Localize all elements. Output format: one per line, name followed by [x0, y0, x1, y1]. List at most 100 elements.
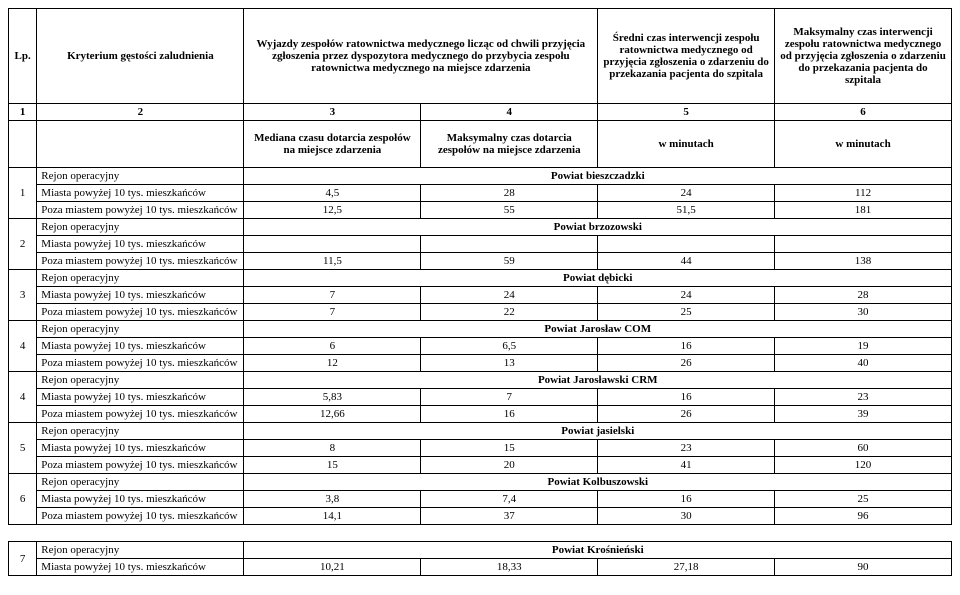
poza-val-2: 30: [598, 508, 775, 525]
miasta-val-2: 16: [598, 389, 775, 406]
region-name: Powiat Kolbuszowski: [244, 474, 952, 491]
num-1: 1: [9, 104, 37, 121]
header-row-sub: Mediana czasu dotarcia zespołów na miejs…: [9, 121, 952, 168]
lp-cell: 4: [9, 321, 37, 372]
poza-val-1: 13: [421, 355, 598, 372]
miasta-val-1: 28: [421, 185, 598, 202]
lp-cell: 6: [9, 474, 37, 525]
poza-row: Poza miastem powyżej 10 tys. mieszkańców…: [9, 508, 952, 525]
hdr-wyjazdy: Wyjazdy zespołów ratownictwa medycznego …: [244, 9, 598, 104]
lp-cell: 4: [9, 372, 37, 423]
poza-val-3: 120: [775, 457, 952, 474]
poza-val-2: 26: [598, 406, 775, 423]
sub-blank-2: [37, 121, 244, 168]
miasta-label: Miasta powyżej 10 tys. mieszkańców: [37, 491, 244, 508]
miasta-val-3: 90: [775, 559, 952, 576]
poza-val-0: 12,66: [244, 406, 421, 423]
miasta-val-0: 10,21: [244, 559, 421, 576]
poza-val-1: 16: [421, 406, 598, 423]
num-3: 3: [244, 104, 421, 121]
region-row: 4Rejon operacyjnyPowiat Jarosław COM: [9, 321, 952, 338]
poza-val-0: 15: [244, 457, 421, 474]
poza-val-3: 181: [775, 202, 952, 219]
miasta-val-1: 7: [421, 389, 598, 406]
miasta-val-2: 27,18: [598, 559, 775, 576]
region-row: 4Rejon operacyjnyPowiat Jarosławski CRM: [9, 372, 952, 389]
miasta-label: Miasta powyżej 10 tys. mieszkańców: [37, 185, 244, 202]
region-name: Powiat Krośnieński: [244, 542, 952, 559]
region-name: Powiat dębicki: [244, 270, 952, 287]
poza-label: Poza miastem powyżej 10 tys. mieszkańców: [37, 304, 244, 321]
poza-val-3: 138: [775, 253, 952, 270]
region-row: 6Rejon operacyjnyPowiat Kolbuszowski: [9, 474, 952, 491]
miasta-val-0: 8: [244, 440, 421, 457]
region-name: Powiat bieszczadzki: [244, 168, 952, 185]
header-row-main: Lp.Kryterium gęstości zaludnieniaWyjazdy…: [9, 9, 952, 104]
region-row: 7Rejon operacyjnyPowiat Krośnieński: [9, 542, 952, 559]
poza-val-3: 40: [775, 355, 952, 372]
region-name: Powiat brzozowski: [244, 219, 952, 236]
miasta-val-1: 18,33: [421, 559, 598, 576]
miasta-val-1: 6,5: [421, 338, 598, 355]
header-row-numbers: 123456: [9, 104, 952, 121]
miasta-row: Miasta powyżej 10 tys. mieszkańców5,8371…: [9, 389, 952, 406]
sub-min2: w minutach: [775, 121, 952, 168]
poza-val-0: 14,1: [244, 508, 421, 525]
lp-cell: 2: [9, 219, 37, 270]
miasta-label: Miasta powyżej 10 tys. mieszkańców: [37, 338, 244, 355]
poza-val-0: 7: [244, 304, 421, 321]
miasta-row: Miasta powyżej 10 tys. mieszkańców66,516…: [9, 338, 952, 355]
hdr-sredni: Średni czas interwencji zespołu ratownic…: [598, 9, 775, 104]
miasta-val-0: [244, 236, 421, 253]
miasta-row: Miasta powyżej 10 tys. mieszkańców724242…: [9, 287, 952, 304]
region-row: 5Rejon operacyjnyPowiat jasielski: [9, 423, 952, 440]
miasta-row: Miasta powyżej 10 tys. mieszkańców3,87,4…: [9, 491, 952, 508]
num-2: 2: [37, 104, 244, 121]
miasta-val-3: 60: [775, 440, 952, 457]
poza-val-2: 26: [598, 355, 775, 372]
lp-cell: 5: [9, 423, 37, 474]
poza-row: Poza miastem powyżej 10 tys. mieszkańców…: [9, 457, 952, 474]
poza-row: Poza miastem powyżej 10 tys. mieszkańców…: [9, 355, 952, 372]
poza-val-2: 41: [598, 457, 775, 474]
miasta-val-3: 28: [775, 287, 952, 304]
poza-val-1: 55: [421, 202, 598, 219]
main-table: Lp.Kryterium gęstości zaludnieniaWyjazdy…: [8, 8, 952, 525]
miasta-val-3: 112: [775, 185, 952, 202]
rejon-label: Rejon operacyjny: [37, 474, 244, 491]
poza-row: Poza miastem powyżej 10 tys. mieszkańców…: [9, 202, 952, 219]
miasta-label: Miasta powyżej 10 tys. mieszkańców: [37, 440, 244, 457]
region-row: 3Rejon operacyjnyPowiat dębicki: [9, 270, 952, 287]
poza-val-0: 12,5: [244, 202, 421, 219]
miasta-row: Miasta powyżej 10 tys. mieszkańców: [9, 236, 952, 253]
region-name: Powiat jasielski: [244, 423, 952, 440]
second-table: 7Rejon operacyjnyPowiat KrośnieńskiMiast…: [8, 541, 952, 576]
lp-cell: 1: [9, 168, 37, 219]
region-name: Powiat Jarosławski CRM: [244, 372, 952, 389]
hdr-lp: Lp.: [9, 9, 37, 104]
miasta-val-0: 5,83: [244, 389, 421, 406]
sub-blank-1: [9, 121, 37, 168]
miasta-val-2: 23: [598, 440, 775, 457]
rejon-label: Rejon operacyjny: [37, 542, 244, 559]
miasta-val-1: 7,4: [421, 491, 598, 508]
poza-val-1: 59: [421, 253, 598, 270]
poza-label: Poza miastem powyżej 10 tys. mieszkańców: [37, 253, 244, 270]
poza-val-1: 22: [421, 304, 598, 321]
miasta-val-1: 24: [421, 287, 598, 304]
miasta-val-3: 25: [775, 491, 952, 508]
poza-val-0: 12: [244, 355, 421, 372]
poza-label: Poza miastem powyżej 10 tys. mieszkańców: [37, 457, 244, 474]
rejon-label: Rejon operacyjny: [37, 219, 244, 236]
poza-val-1: 37: [421, 508, 598, 525]
miasta-val-1: 15: [421, 440, 598, 457]
miasta-label: Miasta powyżej 10 tys. mieszkańców: [37, 236, 244, 253]
hdr-kryterium: Kryterium gęstości zaludnienia: [37, 9, 244, 104]
miasta-val-0: 7: [244, 287, 421, 304]
miasta-val-1: [421, 236, 598, 253]
miasta-val-2: [598, 236, 775, 253]
poza-val-2: 25: [598, 304, 775, 321]
rejon-label: Rejon operacyjny: [37, 270, 244, 287]
num-5: 5: [598, 104, 775, 121]
poza-label: Poza miastem powyżej 10 tys. mieszkańców: [37, 508, 244, 525]
